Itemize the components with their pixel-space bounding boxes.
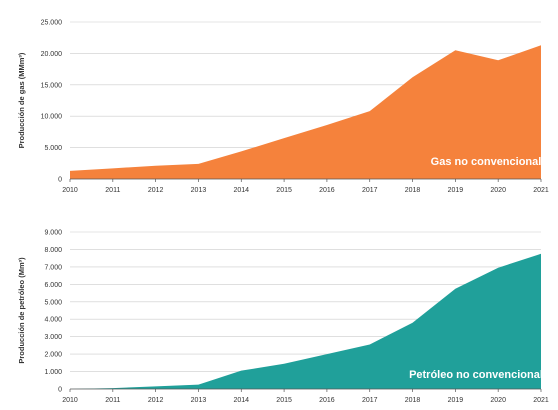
y-tick-label: 5.000 xyxy=(44,145,62,152)
x-tick-label: 2013 xyxy=(191,397,207,404)
x-tick-label: 2010 xyxy=(62,187,78,194)
series-area xyxy=(70,45,541,179)
y-tick-label: 2.000 xyxy=(44,352,62,359)
x-tick-label: 2021 xyxy=(533,187,549,194)
x-tick-label: 2020 xyxy=(490,187,506,194)
x-tick-label: 2017 xyxy=(362,397,378,404)
y-tick-label: 9.000 xyxy=(44,230,62,237)
x-tick-label: 2014 xyxy=(233,187,249,194)
x-tick-label: 2012 xyxy=(148,397,164,404)
y-tick-label: 5.000 xyxy=(44,299,62,306)
y-tick-label: 0 xyxy=(58,387,62,394)
series-label: Gas no convencional xyxy=(431,156,542,168)
x-tick-label: 2015 xyxy=(276,187,292,194)
x-tick-label: 2017 xyxy=(362,187,378,194)
x-tick-label: 2010 xyxy=(62,397,78,404)
y-tick-label: 6.000 xyxy=(44,282,62,289)
x-tick-label: 2013 xyxy=(191,187,207,194)
x-tick-label: 2019 xyxy=(448,187,464,194)
series-label: Petróleo no convencional xyxy=(409,369,543,381)
y-tick-label: 1.000 xyxy=(44,369,62,376)
x-tick-label: 2011 xyxy=(105,187,120,194)
x-tick-label: 2015 xyxy=(276,397,292,404)
x-tick-label: 2020 xyxy=(490,397,506,404)
y-tick-label: 10.000 xyxy=(41,114,63,121)
gas-chart: 0 5.000 10.000 15.000 20.000 25.000 Gas no con… xyxy=(17,20,549,195)
y-axis-label: Producción de gas (MMm³) xyxy=(17,52,26,148)
x-tick-label: 2014 xyxy=(233,397,249,404)
x-tick-label: 2016 xyxy=(319,187,335,194)
y-tick-label: 0 xyxy=(58,177,62,184)
x-tick-label: 2021 xyxy=(533,397,549,404)
y-tick-label: 7.000 xyxy=(44,264,62,271)
y-tick-label: 25.000 xyxy=(41,20,63,27)
x-tick-label: 2018 xyxy=(405,187,421,194)
x-tick-label: 2016 xyxy=(319,397,335,404)
series-area xyxy=(70,253,541,389)
oil-chart: 0 1.000 2.000 3.000 4.000 5.000 6.000 7.000 8.00… xyxy=(17,230,549,405)
x-tick-label: 2012 xyxy=(148,187,164,194)
y-tick-label: 20.000 xyxy=(41,51,63,58)
y-tick-label: 4.000 xyxy=(44,317,62,324)
y-tick-label: 3.000 xyxy=(44,334,62,341)
x-tick-label: 2018 xyxy=(405,397,421,404)
x-tick-label: 2019 xyxy=(448,397,464,404)
y-tick-label: 8.000 xyxy=(44,247,62,254)
y-axis-label: Producción de petróleo (Mm³) xyxy=(17,257,26,364)
x-tick-label: 2011 xyxy=(105,397,120,404)
y-tick-label: 15.000 xyxy=(41,82,63,89)
